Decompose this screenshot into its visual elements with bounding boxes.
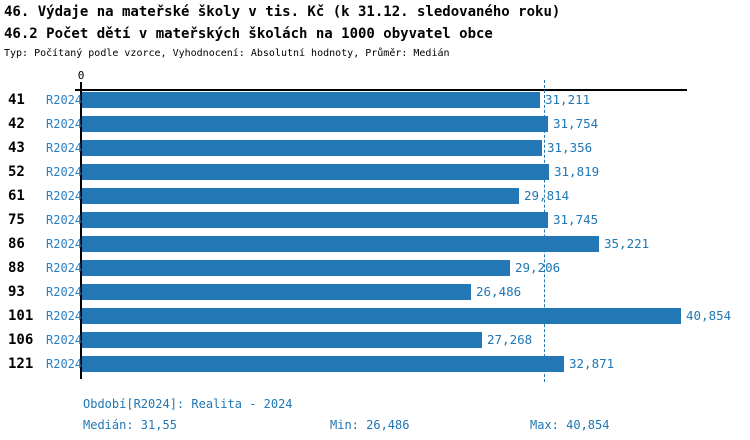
bar-value-label: 32,871 <box>569 356 615 371</box>
bar-value-label: 31,819 <box>554 164 600 179</box>
row-period-label: R2024 <box>46 333 83 347</box>
bar <box>82 356 564 372</box>
row-id-label: 121 <box>8 356 34 372</box>
bar-value-label: 31,356 <box>547 140 593 155</box>
row-period-label: R2024 <box>46 261 83 275</box>
row-id-label: 43 <box>8 140 25 156</box>
bar <box>82 164 549 180</box>
bar-value-label: 26,486 <box>476 284 522 299</box>
y-axis-line <box>80 82 82 379</box>
row-id-label: 52 <box>8 164 25 180</box>
bar <box>82 188 519 204</box>
bar <box>82 284 471 300</box>
bar-row: 42 R2024 31,754 <box>0 116 750 132</box>
row-id-label: 41 <box>8 92 25 108</box>
bar-value-label: 31,745 <box>553 212 599 227</box>
bar-row: 75 R2024 31,745 <box>0 212 750 228</box>
bar <box>82 92 540 108</box>
row-id-label: 86 <box>8 236 25 252</box>
row-period-label: R2024 <box>46 165 83 179</box>
legend-period: Období[R2024]: Realita - 2024 <box>83 397 293 411</box>
legend-max: Max: 40,854 <box>530 418 610 432</box>
bar <box>82 260 510 276</box>
x-axis-zero-label: 0 <box>77 69 85 82</box>
bar-value-label: 31,754 <box>553 116 599 131</box>
bar <box>82 212 548 228</box>
row-id-label: 42 <box>8 116 25 132</box>
row-id-label: 101 <box>8 308 34 324</box>
bar-row: 43 R2024 31,356 <box>0 140 750 156</box>
bar-value-label: 29,206 <box>515 260 561 275</box>
bar-value-label: 35,221 <box>604 236 650 251</box>
row-period-label: R2024 <box>46 285 83 299</box>
bar-value-label: 27,268 <box>487 332 533 347</box>
bar-row: 41 R2024 31,211 <box>0 92 750 108</box>
bar-row: 61 R2024 29,814 <box>0 188 750 204</box>
bar <box>82 236 599 252</box>
row-period-label: R2024 <box>46 357 83 371</box>
bar-value-label: 40,854 <box>686 308 732 323</box>
legend-min: Min: 26,486 <box>330 418 410 432</box>
row-period-label: R2024 <box>46 93 83 107</box>
legend-median: Medián: 31,55 <box>83 418 177 432</box>
bar-row: 88 R2024 29,206 <box>0 260 750 276</box>
row-period-label: R2024 <box>46 117 83 131</box>
row-id-label: 106 <box>8 332 34 348</box>
bar-value-label: 29,814 <box>524 188 570 203</box>
bar <box>82 332 482 348</box>
row-id-label: 88 <box>8 260 25 276</box>
chart-title-line1: 46. Výdaje na mateřské školy v tis. Kč (… <box>4 4 561 20</box>
row-period-label: R2024 <box>46 309 83 323</box>
bar <box>82 308 681 324</box>
bar-row: 86 R2024 35,221 <box>0 236 750 252</box>
row-period-label: R2024 <box>46 213 83 227</box>
row-id-label: 75 <box>8 212 25 228</box>
row-id-label: 61 <box>8 188 25 204</box>
bar-row: 101 R2024 40,854 <box>0 308 750 324</box>
median-line <box>544 80 545 382</box>
bar-row: 93 R2024 26,486 <box>0 284 750 300</box>
row-period-label: R2024 <box>46 237 83 251</box>
row-period-label: R2024 <box>46 189 83 203</box>
row-period-label: R2024 <box>46 141 83 155</box>
chart-title-line2: 46.2 Počet dětí v mateřských školách na … <box>4 26 493 42</box>
x-axis-line <box>75 89 687 91</box>
row-id-label: 93 <box>8 284 25 300</box>
bar <box>82 116 548 132</box>
bar-row: 52 R2024 31,819 <box>0 164 750 180</box>
bar-value-label: 31,211 <box>545 92 591 107</box>
bar <box>82 140 542 156</box>
bar-row: 121 R2024 32,871 <box>0 356 750 372</box>
chart-subtitle: Typ: Počítaný podle vzorce, Vyhodnocení:… <box>4 48 450 59</box>
bar-row: 106 R2024 27,268 <box>0 332 750 348</box>
